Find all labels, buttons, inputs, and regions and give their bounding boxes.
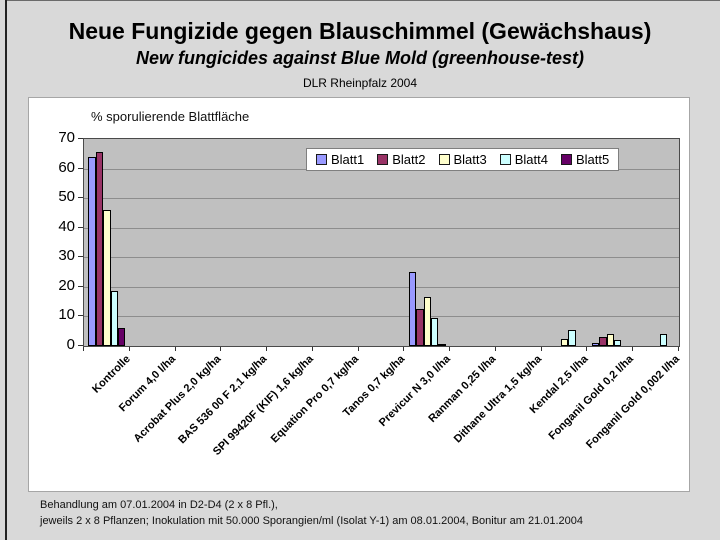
bar-blatt2-kontrolle	[95, 152, 104, 346]
bar-blatt1-kontrolle	[88, 156, 96, 346]
y-axis-tick-label: 50	[58, 188, 75, 206]
x-axis-tick	[540, 347, 542, 351]
bar-blatt1-fonganil-gold-0-2-l-ha	[591, 343, 600, 346]
bar-blatt2-fonganil-gold-0-2-l-ha	[599, 337, 607, 346]
legend-label: Blatt4	[514, 152, 548, 167]
y-axis-tick	[78, 226, 83, 228]
x-axis-tick	[174, 347, 176, 351]
x-axis-category-label: Acrobat Plus 2,0 kg/ha	[132, 353, 224, 445]
x-axis-tick	[311, 347, 313, 351]
legend-entry-blatt1: Blatt1	[316, 152, 364, 167]
slide-left-border	[5, 0, 7, 540]
bar-blatt1-previcur-n-3-0-l-ha	[408, 272, 417, 346]
gridline	[84, 198, 679, 200]
x-axis-tick	[83, 347, 84, 351]
x-axis-category-label: Equation Pro 0,7 kg/ha	[268, 353, 362, 446]
y-axis-tick	[78, 167, 83, 169]
x-axis-tick	[128, 347, 130, 351]
legend-swatch-icon	[499, 154, 511, 165]
y-axis-tick-label: 20	[58, 276, 75, 294]
legend-label: Blatt1	[331, 152, 365, 167]
bar-blatt2-previcur-n-3-0-l-ha	[416, 309, 424, 346]
chart-title: % sporulierende Blattfläche	[91, 109, 250, 124]
y-axis-tick-label: 30	[58, 247, 75, 265]
plot-area	[83, 138, 680, 347]
bar-blatt3-kontrolle	[103, 209, 111, 346]
gridline	[84, 227, 679, 229]
y-axis-tick	[78, 345, 83, 346]
slide-source: DLR Rheinpfalz 2004	[302, 76, 418, 90]
slide-top-border	[5, 0, 720, 1]
x-axis-tick	[403, 347, 405, 351]
legend-label: Blatt2	[392, 152, 426, 167]
gridline	[84, 286, 679, 288]
y-axis-tick-label: 60	[58, 158, 75, 176]
x-axis-category-label: BAS 536 00 F 2,1 kg/ha	[176, 353, 270, 447]
bar-blatt4-fonganil-gold-0-002-l-ha	[659, 334, 668, 346]
bar-blatt4-kontrolle	[110, 291, 118, 346]
legend-label: Blatt5	[576, 152, 610, 167]
x-axis-tick	[678, 347, 679, 351]
y-axis-tick-label: 70	[58, 129, 75, 146]
x-axis-tick	[586, 347, 588, 351]
bar-blatt3-fonganil-gold-0-2-l-ha	[606, 334, 615, 346]
legend-swatch-icon	[438, 154, 450, 165]
legend-swatch-icon	[377, 154, 389, 165]
y-axis-tick	[78, 138, 83, 139]
x-axis-tick	[266, 347, 268, 351]
y-axis-tick	[78, 197, 83, 199]
gridline	[84, 257, 679, 259]
slide-subtitle: New fungicides against Blue Mold (greenh…	[135, 48, 585, 68]
footer-notes: Behandlung am 07.01.2004 in D2-D4 (2 x 8…	[40, 497, 583, 529]
legend-swatch-icon	[561, 154, 572, 165]
y-axis-tick	[78, 256, 83, 258]
y-axis-tick	[78, 285, 83, 287]
bar-blatt4-previcur-n-3-0-l-ha	[430, 317, 439, 346]
x-axis-category-label: Fonganil Gold 0,002 l/ha	[583, 353, 682, 451]
bar-blatt5-previcur-n-3-0-l-ha	[438, 343, 446, 346]
bar-blatt4-fonganil-gold-0-2-l-ha	[614, 340, 622, 346]
legend-entry-blatt5: Blatt5	[561, 152, 609, 167]
bar-blatt5-kontrolle	[118, 328, 126, 346]
x-axis-category-label: Fonganil Gold 0,2 l/ha	[546, 353, 636, 443]
legend-label: Blatt3	[453, 152, 487, 167]
slide-title: Neue Fungizide gegen Blauschimmel (Gewäc…	[68, 18, 652, 44]
x-axis-category-label: Kontrolle	[89, 353, 133, 396]
x-axis-tick	[220, 347, 222, 351]
legend-entry-blatt4: Blatt4	[499, 152, 548, 167]
legend-swatch-icon	[316, 154, 327, 165]
y-axis-tick-label: 40	[58, 217, 75, 235]
bar-blatt3-kendal-2-5-l-ha	[560, 338, 569, 346]
x-axis-tick	[494, 347, 496, 351]
x-axis-tick	[357, 347, 359, 351]
x-axis-tick	[632, 347, 634, 351]
footer-note-line1: Behandlung am 07.01.2004 in D2-D4 (2 x 8…	[40, 499, 278, 511]
gridline	[84, 316, 679, 318]
x-axis-category-label: Dithane Ultra 1,5 kg/ha	[451, 353, 545, 446]
y-axis-tick-label: 0	[66, 336, 75, 353]
legend: Blatt1 Blatt2 Blatt3 Blatt4 Blatt5	[306, 148, 620, 171]
legend-entry-blatt2: Blatt2	[377, 152, 426, 167]
y-axis-tick	[78, 315, 83, 317]
x-axis-tick	[449, 347, 451, 351]
legend-entry-blatt3: Blatt3	[438, 152, 487, 167]
footer-note-line2: jeweils 2 x 8 Pflanzen; Inokulation mit …	[40, 515, 584, 527]
bar-blatt3-previcur-n-3-0-l-ha	[423, 297, 431, 346]
bar-chart: % sporulierende Blattfläche 0 10 20 30 40 50 6…	[28, 97, 690, 492]
y-axis-tick-label: 10	[58, 306, 75, 324]
bar-blatt4-kendal-2-5-l-ha	[568, 329, 576, 346]
